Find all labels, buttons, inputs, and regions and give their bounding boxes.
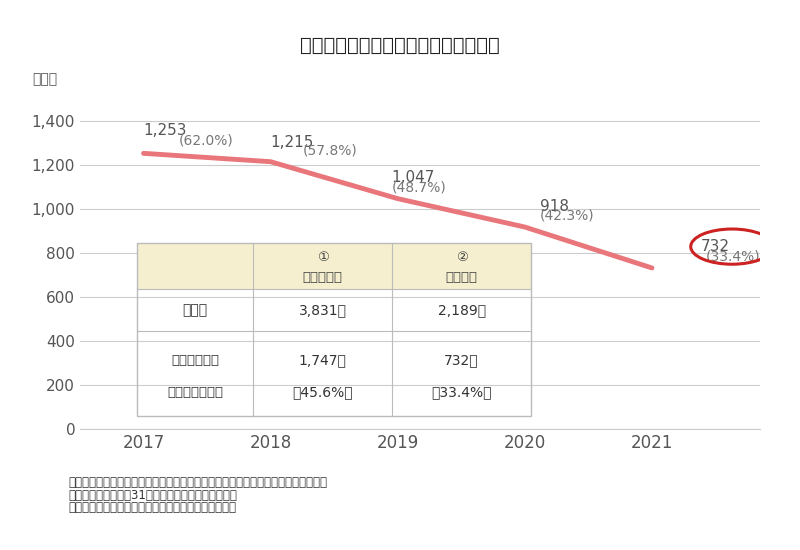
Text: ・「役員」は、取締役、監査役及び執行役。: ・「役員」は、取締役、監査役及び執行役。 [68,501,236,514]
Bar [254,243,531,289]
Text: 女性役員がいない東証一部上場企業数: 女性役員がいない東証一部上場企業数 [300,36,500,55]
Text: ①: ① [317,251,329,265]
Bar [137,243,254,289]
Text: (42.3%): (42.3%) [540,208,594,223]
Text: (62.0%): (62.0%) [179,134,234,148]
Text: 1,747社: 1,747社 [299,354,346,367]
Text: 企業数（割合）: 企業数（割合） [167,386,223,399]
Text: (57.8%): (57.8%) [302,144,357,157]
Text: 企業数: 企業数 [182,302,208,317]
Text: （社）: （社） [32,72,58,86]
Text: 全上場企業: 全上場企業 [302,271,342,284]
Text: (48.7%): (48.7%) [391,180,446,194]
Text: （45.6%）: （45.6%） [293,385,353,399]
Text: 918: 918 [540,199,569,214]
Text: 東証一部: 東証一部 [446,271,478,284]
Text: 3,831社: 3,831社 [298,302,346,317]
Text: （33.4%）: （33.4%） [431,385,492,399]
Text: 1,047: 1,047 [391,170,434,185]
Bar [137,243,531,416]
Text: ②: ② [456,251,468,265]
Text: 732社: 732社 [444,354,479,367]
Text: (33.4%): (33.4%) [706,250,760,263]
Text: 女性役員ゼロ: 女性役員ゼロ [171,354,219,367]
Text: 1,253: 1,253 [143,123,187,138]
Text: 1,215: 1,215 [270,135,314,150]
Text: 2,189社: 2,189社 [438,302,486,317]
Text: （備考）・東洋経済新報社「役員四季報」及び日本取引所グループＨＰより作成。: （備考）・東洋経済新報社「役員四季報」及び日本取引所グループＨＰより作成。 [68,476,327,490]
Text: ・各年７月31日時点のデータを基に集計。: ・各年７月31日時点のデータを基に集計。 [68,489,237,502]
Text: 732: 732 [700,239,730,254]
